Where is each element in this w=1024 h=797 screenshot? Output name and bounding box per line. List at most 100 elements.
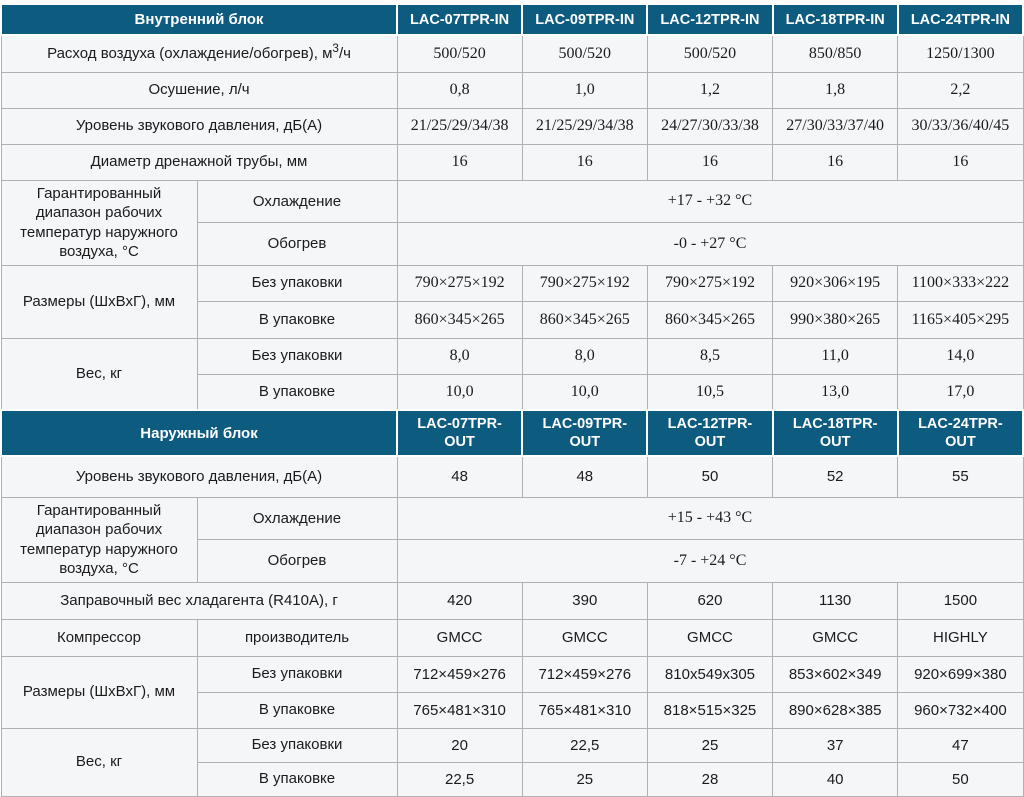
indoor-air-flow-value: 500/520 bbox=[521, 34, 648, 73]
refrigerant-weight-value: 1500 bbox=[897, 581, 1024, 620]
outdoor-sound-row: Уровень звукового давления, дБ(А) 48 48 … bbox=[0, 455, 1024, 498]
outdoor-dims-unpacked-value: 712×459×276 bbox=[396, 655, 523, 693]
indoor-dims-unpacked-row: Размеры (ШхВхГ), мм Без упаковки 790×275… bbox=[0, 264, 1024, 339]
outdoor-weight-packed-value: 22,5 bbox=[396, 761, 523, 797]
compressor-row: Компрессор производитель GMCC GMCC GMCC … bbox=[0, 618, 1024, 657]
outdoor-dims-packed-value: 765×481×310 bbox=[396, 691, 523, 729]
indoor-weight-unpacked-value: 14,0 bbox=[897, 337, 1024, 375]
indoor-sound-value: 21/25/29/34/38 bbox=[396, 107, 523, 145]
unpacked-label: Без упаковки bbox=[196, 264, 398, 302]
indoor-sound-value: 30/33/36/40/45 bbox=[897, 107, 1024, 145]
indoor-heating-range-value: -0 - +27 °C bbox=[396, 222, 1024, 266]
refrigerant-weight-label: Заправочный вес хладагента (R410A), г bbox=[0, 581, 398, 620]
indoor-cooling-label: Охлаждение bbox=[196, 179, 398, 223]
indoor-dims-packed-value: 990×380×265 bbox=[772, 300, 899, 339]
outdoor-temp-range-label: Гарантированный диапазон рабочих темпера… bbox=[0, 496, 198, 583]
outdoor-section-title: Наружный блок bbox=[0, 409, 398, 457]
cubic-meter-superscript: 3 bbox=[332, 42, 339, 55]
outdoor-dims-unpacked-row: Размеры (ШхВхГ), мм Без упаковки 712×459… bbox=[0, 655, 1024, 729]
indoor-dims-packed-value: 860×345×265 bbox=[396, 300, 523, 339]
indoor-drying-value: 1,2 bbox=[646, 71, 774, 109]
outdoor-weight-unpacked-value: 25 bbox=[646, 727, 774, 763]
outdoor-dims-unpacked-value: 712×459×276 bbox=[521, 655, 648, 693]
outdoor-dims-packed-value: 890×628×385 bbox=[772, 691, 899, 729]
outdoor-cooling-label: Охлаждение bbox=[196, 496, 398, 540]
refrigerant-weight-value: 420 bbox=[396, 581, 523, 620]
outdoor-sound-value: 48 bbox=[396, 455, 523, 498]
packed-label: В упаковке bbox=[196, 373, 398, 411]
indoor-sound-value: 24/27/30/33/38 bbox=[646, 107, 774, 145]
outdoor-model-header: LAC-18TPR- OUT bbox=[771, 409, 899, 457]
indoor-weight-unpacked-value: 8,0 bbox=[396, 337, 523, 375]
outdoor-weight-unpacked-value: 22,5 bbox=[521, 727, 648, 763]
outdoor-header-row: Наружный блок LAC-07TPR- OUT LAC-09TPR- … bbox=[0, 409, 1024, 457]
spec-table: Внутренний блок LAC-07TPR-IN LAC-09TPR-I… bbox=[0, 3, 1024, 797]
indoor-air-flow-value: 1250/1300 bbox=[897, 34, 1024, 73]
outdoor-refrigerant-row: Заправочный вес хладагента (R410A), г 42… bbox=[0, 581, 1024, 620]
outdoor-weight-packed-value: 40 bbox=[772, 761, 899, 797]
indoor-sound-label: Уровень звукового давления, дБ(А) bbox=[0, 107, 398, 145]
outdoor-dims-packed-value: 765×481×310 bbox=[521, 691, 648, 729]
compressor-manufacturer-label: производитель bbox=[196, 618, 398, 657]
outdoor-model-header: LAC-12TPR- OUT bbox=[646, 409, 774, 457]
outdoor-weight-packed-value: 28 bbox=[646, 761, 774, 797]
outdoor-heating-range-value: -7 - +24 °C bbox=[396, 539, 1024, 583]
indoor-weight-unpacked-value: 11,0 bbox=[772, 337, 899, 375]
outdoor-heating-label: Обогрев bbox=[196, 539, 398, 583]
outdoor-sound-value: 55 bbox=[897, 455, 1024, 498]
indoor-dims-packed-row: В упаковке 860×345×265 860×345×265 860×3… bbox=[1, 300, 1024, 339]
indoor-heating-label: Обогрев bbox=[196, 222, 398, 266]
indoor-drying-value: 1,8 bbox=[772, 71, 899, 109]
compressor-manufacturer-value: GMCC bbox=[772, 618, 899, 657]
indoor-model-header: LAC-24TPR-IN bbox=[896, 3, 1024, 36]
packed-label: В упаковке bbox=[196, 691, 398, 729]
indoor-weight-packed-value: 10,0 bbox=[396, 373, 523, 411]
indoor-weight-packed-value: 10,0 bbox=[521, 373, 648, 411]
compressor-manufacturer-value: GMCC bbox=[646, 618, 774, 657]
outdoor-dims-packed-row: В упаковке 765×481×310 765×481×310 818×5… bbox=[1, 691, 1024, 729]
indoor-dims-unpacked-value: 790×275×192 bbox=[521, 264, 648, 302]
compressor-manufacturer-value: GMCC bbox=[396, 618, 523, 657]
indoor-drain-row: Диаметр дренажной трубы, мм 16 16 16 16 … bbox=[0, 143, 1024, 181]
indoor-drying-value: 2,2 bbox=[897, 71, 1024, 109]
indoor-weight-unpacked-value: 8,5 bbox=[646, 337, 774, 375]
indoor-air-flow-value: 500/520 bbox=[396, 34, 523, 73]
indoor-drying-row: Осушение, л/ч 0,8 1,0 1,2 1,8 2,2 bbox=[0, 71, 1024, 109]
outdoor-dims-packed-value: 960×732×400 bbox=[897, 691, 1024, 729]
indoor-drain-value: 16 bbox=[396, 143, 523, 181]
indoor-section-title: Внутренний блок bbox=[0, 3, 398, 36]
compressor-manufacturer-value: HIGHLY bbox=[897, 618, 1024, 657]
outdoor-sound-label: Уровень звукового давления, дБ(А) bbox=[0, 455, 398, 498]
outdoor-weight-unpacked-value: 47 bbox=[897, 727, 1024, 763]
indoor-model-header: LAC-18TPR-IN bbox=[771, 3, 899, 36]
indoor-model-header: LAC-09TPR-IN bbox=[521, 3, 649, 36]
packed-label: В упаковке bbox=[196, 761, 398, 797]
indoor-weight-packed-value: 10,5 bbox=[646, 373, 774, 411]
indoor-dims-unpacked-value: 790×275×192 bbox=[646, 264, 774, 302]
refrigerant-weight-value: 1130 bbox=[772, 581, 899, 620]
indoor-temp-heating-row: Обогрев -0 - +27 °C bbox=[1, 222, 1024, 266]
outdoor-weight-packed-value: 50 bbox=[897, 761, 1024, 797]
indoor-sound-row: Уровень звукового давления, дБ(А) 21/25/… bbox=[0, 107, 1024, 145]
indoor-weight-unpacked-row: Вес, кг Без упаковки 8,0 8,0 8,5 11,0 14… bbox=[0, 337, 1024, 411]
indoor-dims-packed-value: 860×345×265 bbox=[521, 300, 648, 339]
compressor-label: Компрессор bbox=[0, 618, 198, 657]
outdoor-dims-unpacked-value: 920×699×380 bbox=[897, 655, 1024, 693]
outdoor-sound-value: 48 bbox=[521, 455, 648, 498]
outdoor-weight-unpacked-row: Вес, кг Без упаковки 20 22,5 25 37 47 bbox=[0, 727, 1024, 797]
indoor-weight-label: Вес, кг bbox=[0, 337, 198, 411]
refrigerant-weight-value: 390 bbox=[521, 581, 648, 620]
outdoor-weight-packed-value: 25 bbox=[521, 761, 648, 797]
indoor-drying-value: 0,8 bbox=[396, 71, 523, 109]
indoor-cooling-range-value: +17 - +32 °C bbox=[396, 179, 1024, 223]
indoor-drying-label: Осушение, л/ч bbox=[0, 71, 398, 109]
indoor-temp-range-label: Гарантированный диапазон рабочих темпера… bbox=[0, 179, 198, 266]
refrigerant-weight-value: 620 bbox=[646, 581, 774, 620]
indoor-dimensions-label: Размеры (ШхВхГ), мм bbox=[0, 264, 198, 339]
indoor-drain-value: 16 bbox=[521, 143, 648, 181]
outdoor-sound-value: 52 bbox=[772, 455, 899, 498]
outdoor-model-header: LAC-07TPR- OUT bbox=[395, 409, 524, 457]
indoor-dims-unpacked-value: 790×275×192 bbox=[396, 264, 523, 302]
indoor-sound-value: 27/30/33/37/40 bbox=[772, 107, 899, 145]
